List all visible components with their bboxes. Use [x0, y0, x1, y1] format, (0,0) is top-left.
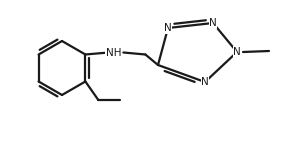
Text: NH: NH	[106, 48, 121, 58]
Text: N: N	[209, 18, 217, 28]
Text: N: N	[201, 77, 209, 87]
Text: N: N	[233, 47, 241, 57]
Text: N: N	[164, 23, 172, 33]
